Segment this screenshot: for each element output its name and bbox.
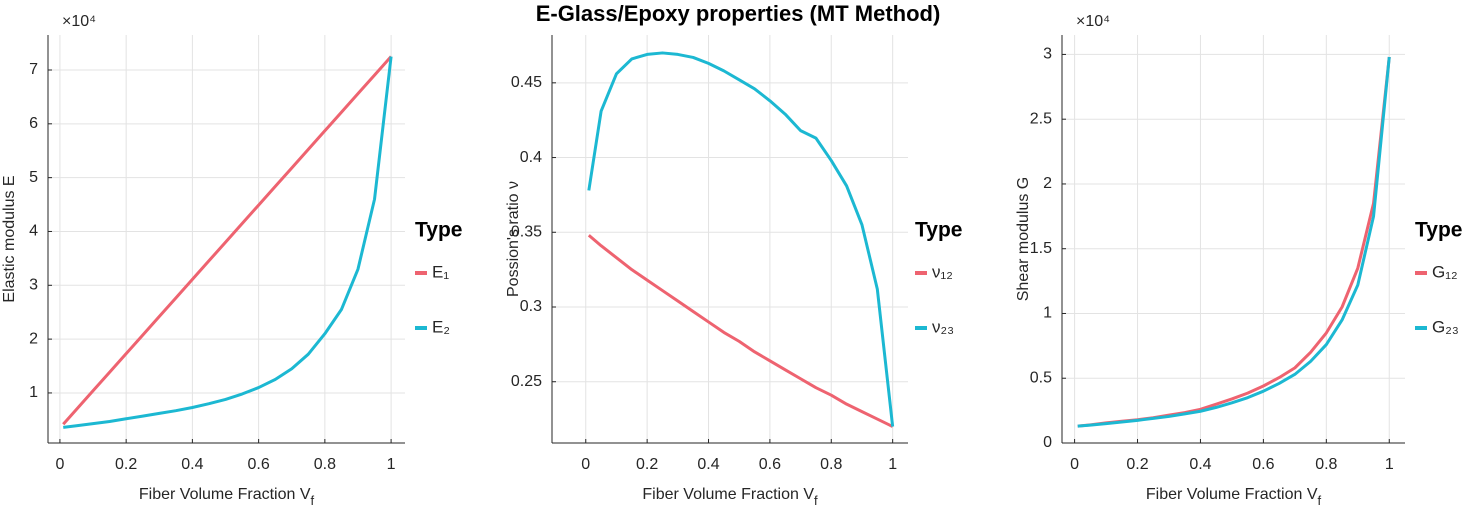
x-axis-label: Fiber Volume Fraction Vf [1146,486,1322,508]
data-line [1077,56,1391,428]
x-tick-label: 0.4 [181,456,203,473]
x-axis-label-text: Fiber Volume Fraction V [642,486,814,503]
y-tick-label: 0.4 [520,149,542,166]
y-tick-label: 2 [29,330,38,347]
y-tick-label: 1.5 [1030,240,1052,257]
x-tick-label: 0.4 [697,456,719,473]
y-tick-label: 0.25 [511,373,542,390]
legend-label: G₁₂ [1432,262,1458,281]
legend-label: ν₁₂ [932,262,953,281]
x-tick-label: 0.2 [636,456,658,473]
y-tick-label: 1 [1043,305,1052,322]
y-tick-label: 0.5 [1030,369,1052,386]
x-axis-label-text: Fiber Volume Fraction V [139,486,311,503]
x-tick-label: 0 [1070,456,1079,473]
y-tick-label: 6 [29,115,38,132]
y-tick-label: 5 [29,169,38,186]
x-tick-label: 0.6 [247,456,269,473]
legend-label: ν₂₃ [932,317,954,336]
data-line [587,51,895,427]
y-axis-label: Elastic modulus E [1,175,18,302]
x-tick-label: 1 [888,456,897,473]
y-tick-label: 0.3 [520,298,542,315]
x-tick-label: 0.6 [759,456,781,473]
y-tick-label: 4 [29,223,38,240]
y-axis-label: Possion's ratio ν [505,181,522,297]
x-tick-label: 0.8 [820,456,842,473]
x-tick-label: 0.4 [1189,456,1211,473]
x-axis-label-text: Fiber Volume Fraction V [1146,486,1318,503]
x-axis-label-sub: f [814,493,818,508]
y-axis-label: Shear modulus G [1015,177,1032,302]
legend-title: Type [1415,219,1462,242]
data-line [62,55,393,426]
y-tick-label: 3 [29,277,38,294]
x-tick-label: 1 [1385,456,1394,473]
data-line [587,234,894,428]
legend-label: E₁ [432,262,449,281]
y-tick-label: 7 [29,61,38,78]
legend-title: Type [415,219,462,242]
y-tick-label: 0 [1043,434,1052,451]
y-exponent: ×10⁴ [62,13,96,30]
x-tick-label: 0.6 [1252,456,1274,473]
legend-title: Type [915,219,962,242]
x-tick-label: 0 [581,456,590,473]
x-axis-label: Fiber Volume Fraction Vf [642,486,818,508]
x-tick-label: 0.2 [1126,456,1148,473]
y-exponent: ×10⁴ [1076,13,1110,30]
x-tick-label: 0 [55,456,64,473]
x-axis-label: Fiber Volume Fraction Vf [139,486,315,508]
y-tick-label: 2.5 [1030,110,1052,127]
x-tick-label: 1 [387,456,396,473]
y-tick-label: 2 [1043,175,1052,192]
x-axis-label-sub: f [311,493,315,508]
y-tick-label: 3 [1043,46,1052,63]
legend-label: E₂ [432,317,450,336]
data-line [63,56,393,429]
legend-label: G₂₃ [1432,317,1459,336]
x-axis-label-sub: f [1318,493,1322,508]
y-tick-label: 0.35 [511,223,542,240]
y-tick-label: 1 [29,384,38,401]
x-tick-label: 0.8 [314,456,336,473]
figure-title: E-Glass/Epoxy properties (MT Method) [536,1,941,26]
data-line [1077,56,1391,428]
y-tick-label: 0.45 [511,74,542,91]
x-tick-label: 0.8 [1315,456,1337,473]
x-tick-label: 0.2 [115,456,137,473]
